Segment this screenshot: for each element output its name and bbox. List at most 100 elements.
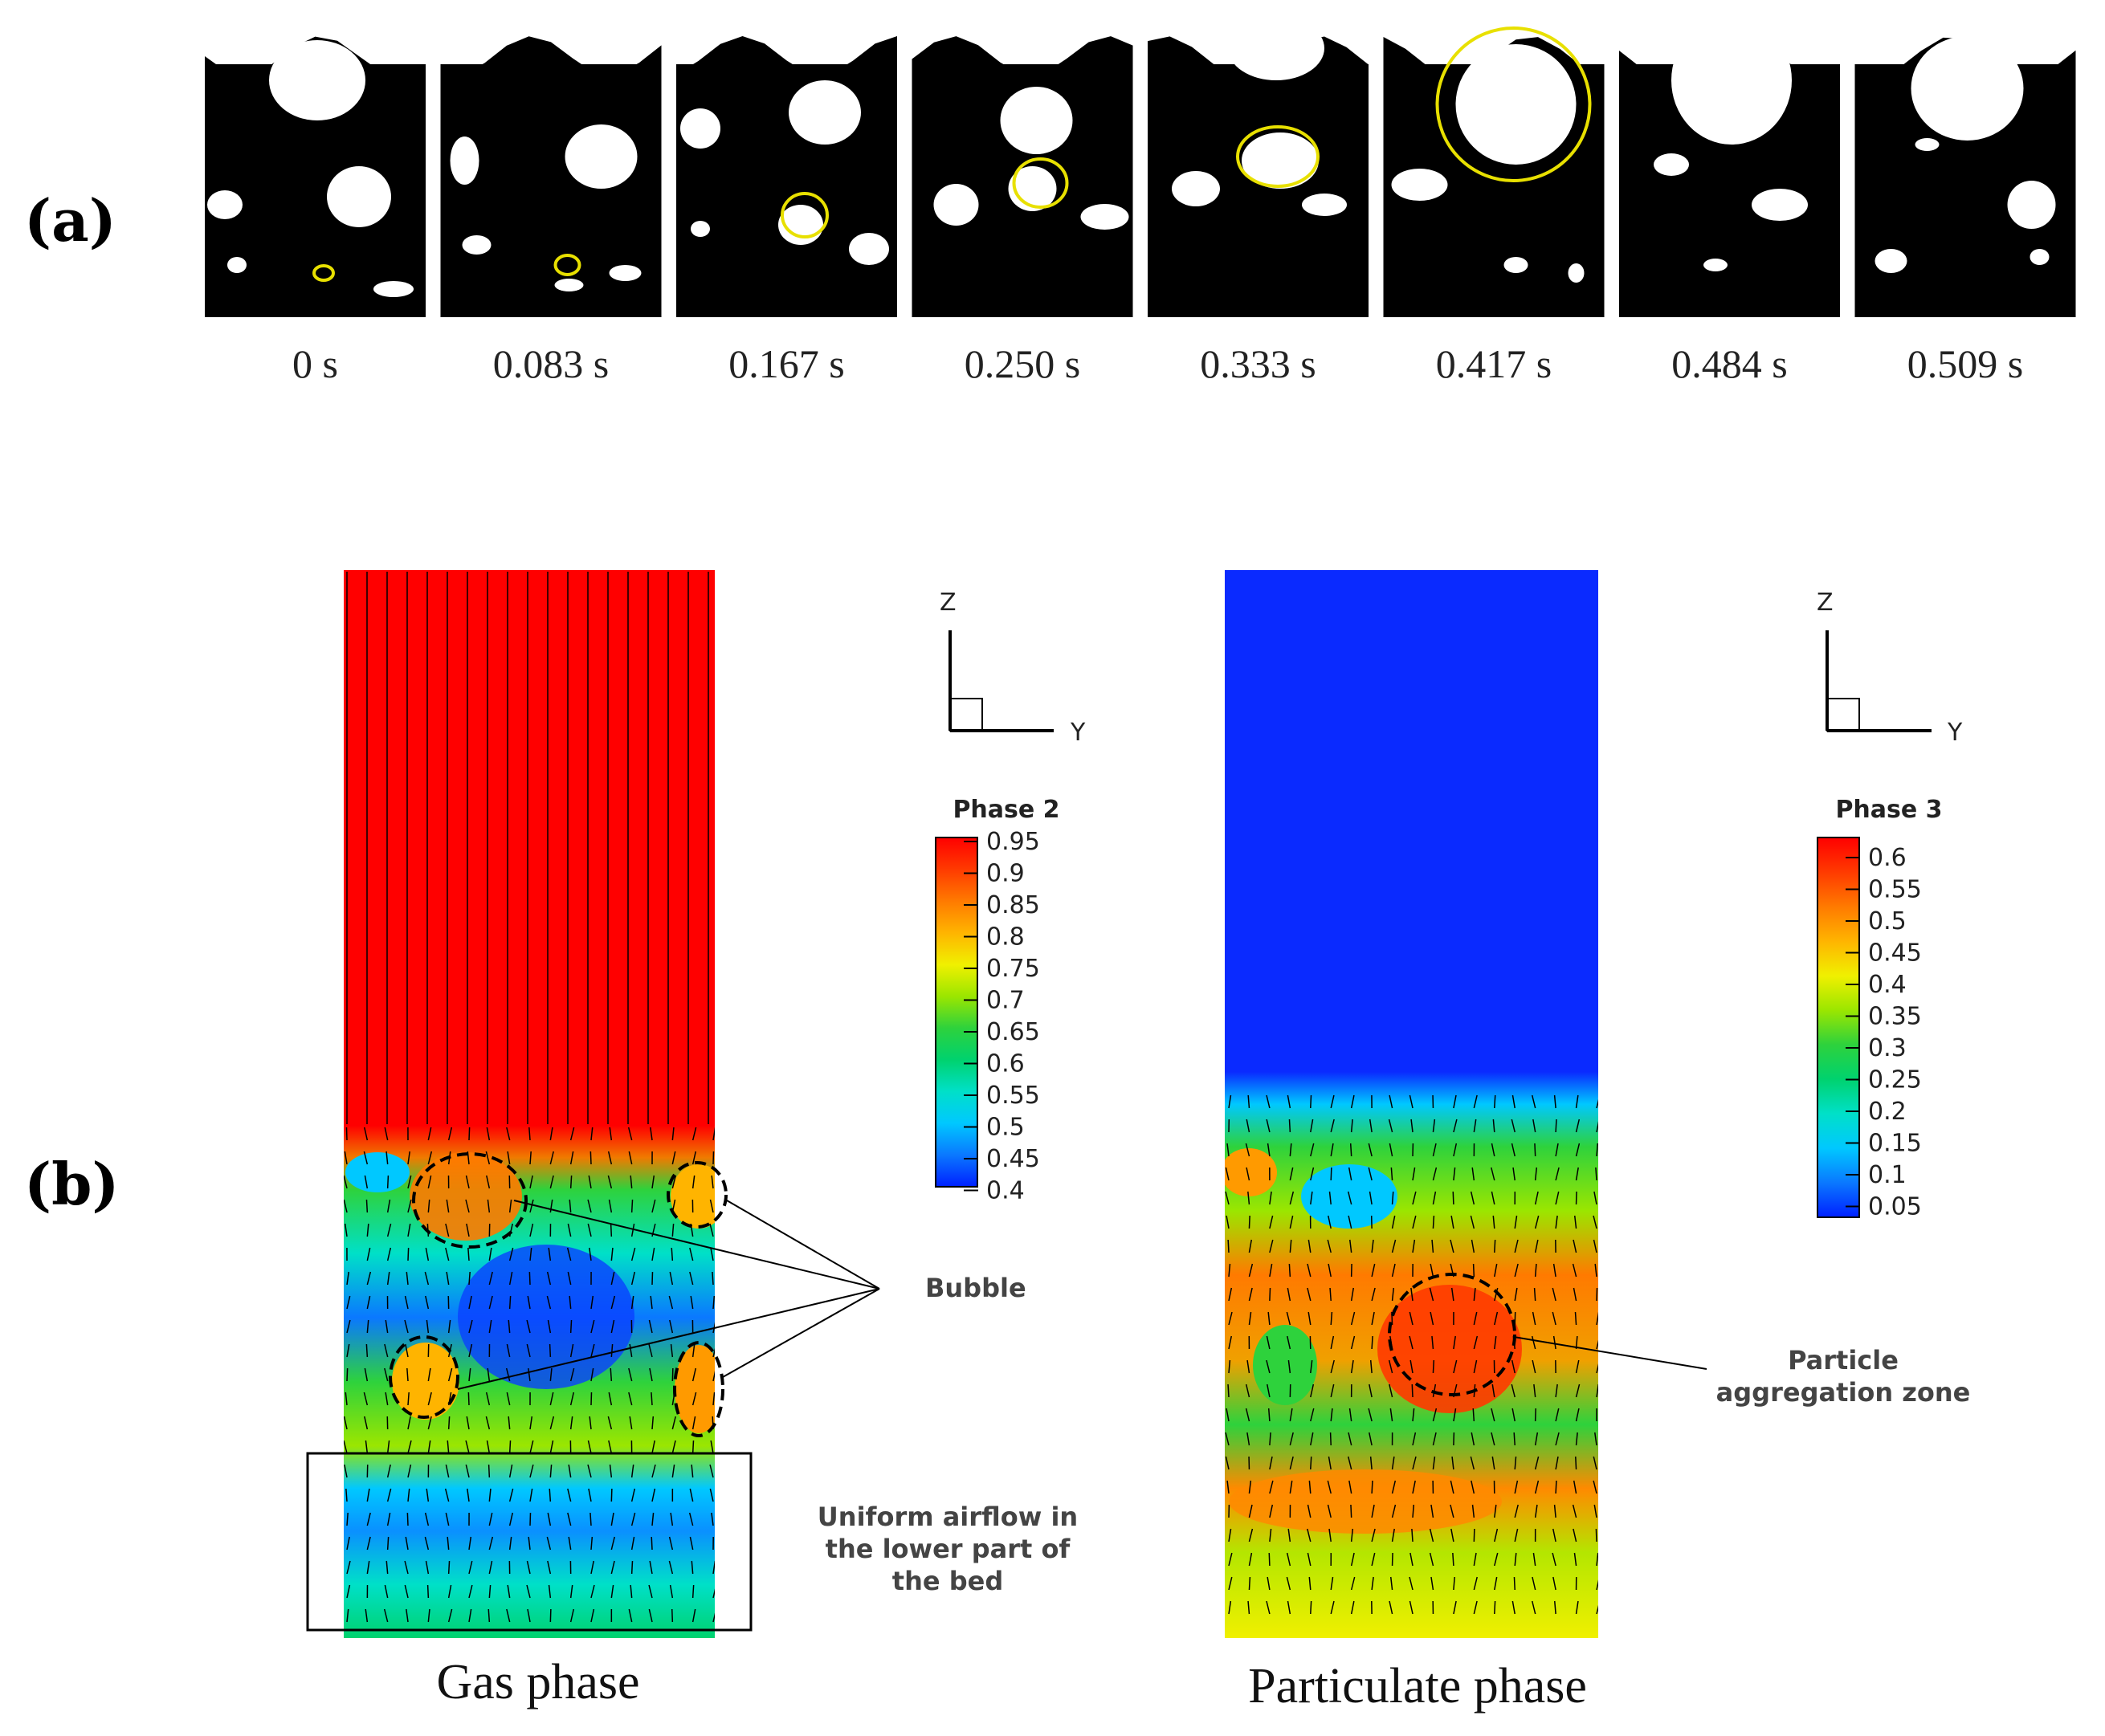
velocity-vector: [488, 1488, 492, 1502]
legend-tick-label: 0.35: [1868, 1003, 1922, 1031]
velocity-vector: [1534, 1239, 1539, 1253]
velocity-vector: [671, 1608, 674, 1623]
velocity-vector: [485, 1151, 491, 1165]
velocity-vector: [1593, 1239, 1597, 1253]
velocity-vector: [488, 1560, 493, 1575]
bubble: [327, 166, 391, 227]
velocity-vector: [1269, 1239, 1274, 1253]
velocity-vector: [1511, 1359, 1516, 1374]
bubble: [1911, 36, 2024, 141]
velocity-vector: [1596, 1121, 1598, 1133]
velocity-vector: [1573, 1215, 1577, 1229]
velocity-vector: [569, 1392, 575, 1406]
velocity-vector: [546, 1295, 552, 1310]
velocity-vector: [1409, 1311, 1414, 1326]
velocity-vector: [569, 1199, 572, 1213]
velocity-vector: [1432, 1167, 1438, 1181]
velocity-vector: [1531, 1335, 1536, 1350]
velocity-vector: [1248, 1287, 1253, 1302]
velocity-vector: [427, 1127, 432, 1141]
velocity-vector: [668, 1536, 674, 1551]
velocity-vector: [1534, 1432, 1539, 1446]
gas-blob: [410, 1152, 522, 1241]
velocity-vector: [1572, 1504, 1577, 1518]
velocity-vector: [651, 1416, 655, 1430]
velocity-vector: [671, 1151, 676, 1165]
velocity-vector: [366, 1319, 369, 1334]
velocity-vector: [1409, 1600, 1414, 1615]
velocity-vector: [1473, 1335, 1479, 1350]
velocity-vector: [1330, 1311, 1333, 1326]
velocity-vector: [1286, 1311, 1291, 1326]
velocity-vector: [651, 1199, 656, 1213]
velocity-vector: [1491, 1167, 1495, 1181]
velocity-vector: [648, 1584, 653, 1599]
velocity-vector: [628, 1608, 633, 1623]
velocity-vector: [384, 1367, 389, 1382]
velocity-vector: [507, 1584, 511, 1599]
bubble: [1455, 44, 1577, 165]
bubble: [680, 108, 720, 149]
velocity-vector: [447, 1584, 452, 1599]
velocity-vector: [487, 1367, 491, 1382]
velocity-vector: [344, 1151, 348, 1165]
velocity-vector: [446, 1271, 450, 1286]
velocity-vector: [1350, 1287, 1354, 1302]
velocity-vector: [649, 1367, 653, 1382]
velocity-vector: [1593, 1215, 1597, 1229]
velocity-vector: [569, 1319, 573, 1334]
velocity-vector: [590, 1608, 595, 1623]
velocity-vector: [569, 1608, 575, 1623]
aggregation-annotation-line-1: Particle: [1788, 1345, 1899, 1375]
velocity-vector: [549, 1199, 553, 1213]
velocity-vector: [365, 1440, 369, 1454]
velocity-vector: [365, 1343, 369, 1358]
velocity-vector: [1389, 1384, 1393, 1398]
velocity-vector: [366, 1295, 371, 1310]
velocity-vector: [487, 1464, 491, 1478]
bubble: [1875, 249, 1907, 273]
velocity-vector: [569, 1295, 572, 1310]
velocity-vector: [610, 1343, 614, 1358]
velocity-vector: [365, 1199, 369, 1213]
velocity-vector: [529, 1416, 533, 1430]
velocity-vector: [529, 1440, 534, 1454]
velocity-vector: [447, 1367, 453, 1382]
velocity-vector: [1389, 1600, 1393, 1615]
velocity-vector: [366, 1512, 371, 1526]
velocity-vector: [1552, 1311, 1556, 1326]
velocity-vector: [427, 1392, 432, 1406]
velocity-vector: [346, 1367, 349, 1382]
frame-time-label: 0.167 s: [728, 341, 844, 386]
velocity-vector: [1552, 1552, 1556, 1567]
legend-tick-label: 0.45: [986, 1145, 1040, 1173]
velocity-vector: [1310, 1094, 1312, 1109]
bubble: [554, 279, 584, 291]
velocity-vector: [508, 1536, 512, 1551]
velocity-vector: [1411, 1384, 1414, 1398]
velocity-vector: [1286, 1552, 1291, 1567]
velocity-vector: [569, 1416, 573, 1430]
velocity-vector: [671, 1440, 676, 1454]
velocity-vector: [567, 1271, 572, 1286]
velocity-vector: [1532, 1552, 1536, 1567]
velocity-vector: [1432, 1143, 1437, 1157]
velocity-vector: [1412, 1167, 1416, 1181]
velocity-vector: [549, 1343, 552, 1358]
velocity-vector: [609, 1127, 613, 1141]
velocity-vector: [1553, 1504, 1556, 1518]
velocity-vector: [468, 1584, 473, 1599]
velocity-vector: [425, 1560, 430, 1575]
velocity-vector: [1453, 1600, 1457, 1615]
velocity-vector: [587, 1440, 592, 1454]
velocity-vector: [508, 1295, 512, 1310]
velocity-vector: [1289, 1480, 1293, 1494]
velocity-vector: [1267, 1576, 1271, 1591]
velocity-vector: [547, 1319, 552, 1334]
gas-legend-title: Phase 2: [953, 796, 1059, 824]
velocity-vector: [1494, 1528, 1499, 1542]
velocity-vector: [1593, 1191, 1597, 1205]
velocity-vector: [630, 1512, 636, 1526]
bubble: [1503, 257, 1528, 273]
bubble-outline: [673, 1341, 724, 1437]
